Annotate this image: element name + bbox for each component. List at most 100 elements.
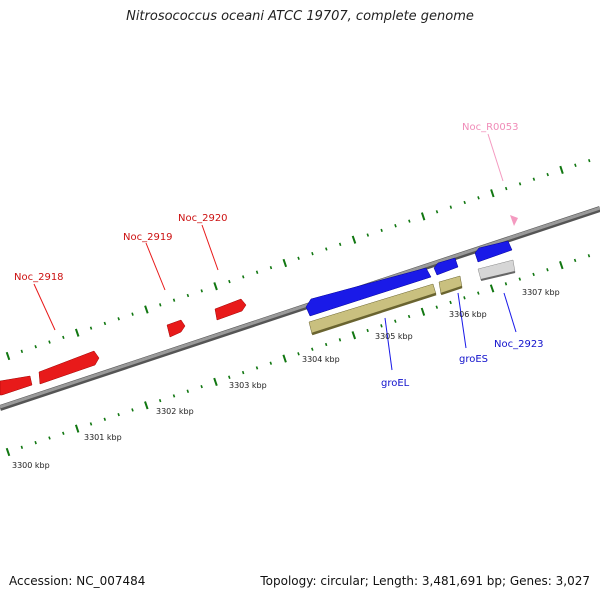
leader-line-groel <box>384 317 393 371</box>
lower-track-major-tick <box>74 424 80 433</box>
lower-track-minor-tick <box>394 319 397 323</box>
lower-track-minor-tick <box>366 328 369 333</box>
gene-label-noc-r0053[interactable]: Noc_R0053 <box>462 122 519 133</box>
gene-label-noc-2920[interactable]: Noc_2920 <box>178 213 228 224</box>
lower-track-major-tick <box>282 354 287 363</box>
upper-track-minor-tick <box>297 256 300 260</box>
lower-track-minor-tick <box>297 352 300 356</box>
upper-track-minor-tick <box>103 321 107 326</box>
lower-track-major-tick <box>144 401 149 410</box>
lower-track-minor-tick <box>380 324 383 328</box>
gene-arrow-noc-2919[interactable] <box>166 319 186 338</box>
gene-arrow-noc-2923[interactable] <box>474 240 513 263</box>
lower-track-minor-tick <box>89 422 93 426</box>
gene-arrow-red[interactable] <box>0 375 33 396</box>
gene-arrow-groel[interactable] <box>305 267 432 317</box>
upper-track-minor-tick <box>518 182 522 186</box>
upper-track-minor-tick <box>228 279 231 284</box>
upper-track-minor-tick <box>463 200 466 205</box>
scale-label-3300: 3300 kbp <box>12 461 50 470</box>
gene-bar-groel-shadow <box>311 292 437 336</box>
lower-track-minor-tick <box>255 366 259 370</box>
lower-track-minor-tick <box>241 370 245 375</box>
lower-track-minor-tick <box>228 375 231 379</box>
accession-text: Accession: NC_007484 <box>9 574 146 588</box>
upper-track-minor-tick <box>449 205 453 209</box>
upper-track-minor-tick <box>255 270 259 274</box>
gene-label-groes[interactable]: groES <box>459 354 488 365</box>
gene-label-groel[interactable]: groEL <box>381 378 410 389</box>
upper-track-minor-tick <box>338 242 342 247</box>
upper-track-major-tick <box>351 235 357 244</box>
gene-arrow-noc-2918[interactable] <box>38 350 100 385</box>
gene-label-noc-2919[interactable]: Noc_2919 <box>123 232 173 243</box>
scale-label-3307: 3307 kbp <box>522 288 560 297</box>
upper-track-major-tick <box>5 351 11 361</box>
upper-tick-track <box>5 158 591 361</box>
gene-arrow-groes[interactable] <box>433 257 459 276</box>
gene-label-noc-2923[interactable]: Noc_2923 <box>494 339 544 350</box>
upper-track-major-tick <box>213 282 218 291</box>
upper-track-major-tick <box>144 305 149 314</box>
leader-line-noc-2920 <box>201 224 219 271</box>
upper-track-minor-tick <box>325 247 328 251</box>
upper-track-minor-tick <box>477 196 480 200</box>
upper-track-minor-tick <box>186 293 190 298</box>
genome-summary-text: Topology: circular; Length: 3,481,691 bp… <box>260 574 590 588</box>
lower-track-minor-tick <box>587 254 591 258</box>
upper-track-minor-tick <box>242 275 245 279</box>
ncrna-marker[interactable] <box>510 215 518 226</box>
lower-track-minor-tick <box>504 282 508 286</box>
scale-label-3303: 3303 kbp <box>229 381 267 390</box>
upper-track-minor-tick <box>546 172 549 177</box>
lower-track-minor-tick <box>532 272 535 277</box>
leader-line-noc-2918 <box>33 283 56 331</box>
upper-track-minor-tick <box>131 312 134 316</box>
gene-arrow-noc-2920[interactable] <box>214 298 247 321</box>
upper-track-minor-tick <box>117 317 120 321</box>
scale-label-3304: 3304 kbp <box>302 355 340 364</box>
lower-track-major-tick <box>489 284 495 293</box>
lower-track-minor-tick <box>269 361 273 365</box>
lower-track-minor-tick <box>407 314 411 319</box>
lower-track-minor-tick <box>463 296 466 300</box>
upper-track-minor-tick <box>408 219 411 223</box>
lower-track-minor-tick <box>34 440 37 445</box>
leader-line-noc-r0053 <box>487 133 504 182</box>
lower-track-minor-tick <box>573 258 577 263</box>
upper-track-minor-tick <box>48 340 51 344</box>
leader-line-groes <box>457 292 467 349</box>
upper-track-minor-tick <box>532 177 536 181</box>
upper-track-minor-tick <box>200 289 203 293</box>
lower-track-minor-tick <box>186 389 190 393</box>
lower-track-minor-tick <box>435 305 439 309</box>
lower-track-major-tick <box>420 307 426 316</box>
lower-track-minor-tick <box>158 398 162 403</box>
lower-track-minor-tick <box>48 436 51 440</box>
lower-track-minor-tick <box>200 384 203 389</box>
gene-label-noc-2918[interactable]: Noc_2918 <box>14 272 64 283</box>
upper-track-minor-tick <box>588 158 591 163</box>
lower-track-minor-tick <box>103 417 107 421</box>
upper-track-minor-tick <box>574 163 577 167</box>
upper-track-minor-tick <box>62 335 65 340</box>
leader-line-noc-2919 <box>145 242 166 291</box>
upper-track-minor-tick <box>269 265 273 270</box>
lower-track-minor-tick <box>117 412 120 417</box>
genome-backbone-highlight <box>0 206 600 409</box>
scale-label-3302: 3302 kbp <box>156 407 194 416</box>
upper-track-minor-tick <box>311 251 314 256</box>
lower-track-minor-tick <box>172 394 176 398</box>
genome-title: Nitrosococcus oceani ATCC 19707, complet… <box>126 9 474 24</box>
lower-track-major-tick <box>213 377 218 387</box>
upper-track-minor-tick <box>366 233 370 237</box>
lower-track-minor-tick <box>338 338 342 342</box>
upper-track-major-tick <box>282 258 288 268</box>
upper-track-minor-tick <box>159 303 162 307</box>
lower-track-major-tick <box>5 447 11 457</box>
gene-bar-groes-shadow <box>440 285 463 296</box>
gene-bar-noc-2923-shadow <box>480 271 516 281</box>
upper-track-minor-tick <box>34 345 37 349</box>
scale-label-3305: 3305 kbp <box>375 332 413 341</box>
lower-track-minor-tick <box>449 300 452 305</box>
